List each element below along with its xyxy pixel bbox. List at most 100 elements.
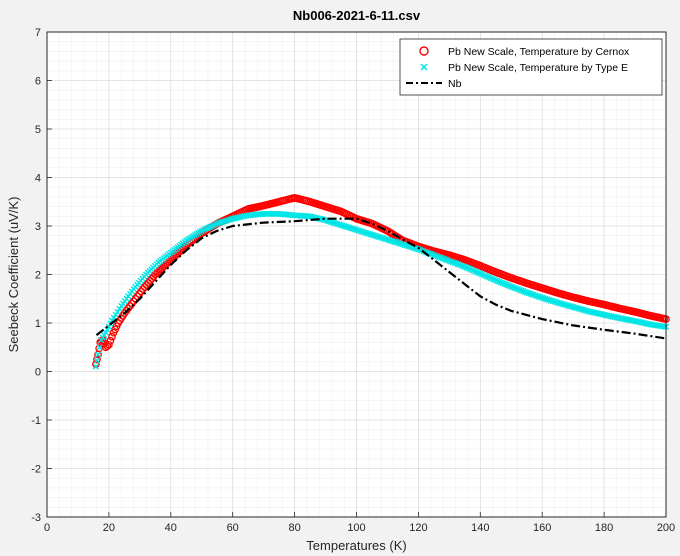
data-point	[509, 284, 517, 291]
data-point	[535, 293, 542, 300]
data-point	[224, 217, 231, 224]
x-tick-label: 40	[165, 522, 177, 534]
data-point	[497, 279, 505, 286]
series-1	[92, 194, 670, 369]
data-point	[356, 227, 364, 235]
data-point	[348, 225, 355, 232]
data-point	[499, 280, 506, 287]
x-tick-label: 120	[409, 522, 427, 534]
x-tick-label: 180	[595, 522, 613, 534]
data-point	[434, 253, 441, 260]
data-point	[547, 297, 554, 304]
data-point	[362, 229, 369, 236]
data-point	[358, 228, 365, 235]
data-point	[360, 228, 367, 236]
x-tick-label: 160	[533, 522, 551, 534]
y-tick-label: 7	[35, 27, 41, 39]
data-point	[544, 296, 551, 303]
data-point	[430, 252, 437, 259]
data-point	[94, 351, 102, 358]
data-point	[112, 311, 119, 318]
chart-title: Nb006-2021-6-11.csv	[293, 8, 421, 23]
data-point	[537, 294, 544, 301]
data-point	[387, 237, 394, 244]
data-point	[351, 226, 358, 233]
data-point	[449, 259, 456, 266]
data-point	[525, 289, 532, 297]
data-point	[386, 237, 393, 244]
y-tick-label: -1	[31, 415, 41, 427]
legend-label: Pb New Scale, Temperature by Cernox	[448, 46, 630, 58]
data-point	[355, 227, 362, 234]
data-point	[552, 298, 560, 306]
y-tick-label: 1	[35, 318, 41, 330]
data-point	[398, 240, 405, 247]
data-point	[339, 222, 346, 229]
data-point	[365, 230, 372, 237]
data-point	[391, 238, 398, 245]
data-point	[399, 241, 407, 248]
y-tick-label: 4	[35, 173, 41, 185]
data-point	[432, 252, 439, 259]
data-point	[93, 357, 101, 364]
data-point	[214, 220, 221, 227]
data-point	[530, 291, 537, 298]
data-point	[389, 238, 396, 245]
data-point	[508, 283, 515, 290]
data-point	[516, 286, 523, 293]
data-point	[532, 292, 539, 299]
data-point	[382, 235, 389, 243]
data-point	[334, 220, 341, 228]
data-point	[492, 277, 499, 284]
legend-entry: Nb	[406, 78, 462, 90]
y-axis-label: Seebeck Coefficient (uV/K)	[6, 197, 21, 353]
data-point	[533, 292, 541, 300]
data-point	[343, 223, 350, 230]
data-point	[496, 278, 503, 285]
data-point	[513, 285, 520, 292]
data-point	[332, 220, 339, 227]
data-point	[549, 297, 556, 305]
data-point	[528, 291, 535, 298]
y-tick-label: 2	[35, 270, 41, 282]
data-point	[108, 332, 116, 341]
data-point	[363, 230, 370, 237]
y-tick-label: 6	[35, 76, 41, 88]
data-point	[344, 224, 351, 231]
data-point	[439, 255, 446, 262]
y-tick-label: 0	[35, 367, 41, 379]
data-point	[447, 258, 455, 265]
legend-entry: Pb New Scale, Temperature by Cernox	[419, 46, 630, 58]
data-point	[349, 225, 357, 232]
data-point	[520, 288, 527, 295]
data-point	[92, 363, 99, 370]
data-point	[367, 231, 374, 238]
x-tick-label: 60	[227, 522, 239, 534]
data-point	[456, 261, 463, 268]
y-axis-ticks: -3 -2 -1 0 1 2 3 4 5 6 7	[31, 27, 52, 524]
legend-box	[399, 38, 663, 96]
data-point	[494, 277, 501, 285]
data-point	[221, 218, 228, 225]
x-tick-label: 140	[471, 522, 489, 534]
data-point	[515, 286, 522, 293]
data-point	[331, 219, 338, 226]
x-tick-label: 0	[44, 522, 50, 534]
data-point	[96, 344, 103, 351]
data-point	[506, 282, 513, 290]
data-point	[114, 308, 121, 315]
data-point	[394, 239, 401, 246]
series-3	[95, 217, 667, 340]
data-point	[511, 284, 518, 292]
data-point	[540, 295, 548, 302]
data-point	[375, 233, 382, 240]
series-layer	[92, 194, 670, 370]
y-tick-label: -2	[31, 464, 41, 476]
data-point	[444, 257, 451, 264]
data-point	[219, 218, 226, 226]
legend: Pb New Scale, Temperature by Cernox Pb Ne…	[399, 38, 663, 96]
data-point	[116, 305, 123, 313]
data-point	[504, 282, 511, 289]
legend-circle-marker	[419, 46, 429, 56]
